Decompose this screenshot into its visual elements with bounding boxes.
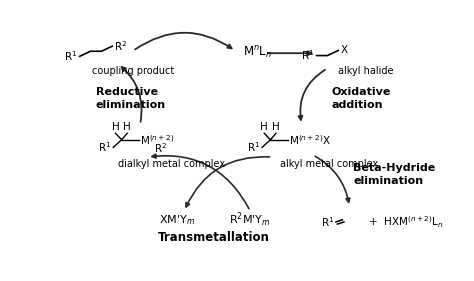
Text: X: X (340, 45, 347, 55)
Text: Beta-Hydride
elimination: Beta-Hydride elimination (353, 163, 436, 185)
Text: R$^1$: R$^1$ (321, 215, 335, 229)
Text: alkyl halide: alkyl halide (338, 65, 394, 76)
Text: XM'Y$_m$: XM'Y$_m$ (159, 213, 195, 227)
Text: Reductive
elimination: Reductive elimination (96, 87, 166, 110)
Text: H: H (260, 122, 268, 132)
Text: +  HXM$^{(n+2)}$L$_n$: + HXM$^{(n+2)}$L$_n$ (368, 214, 443, 230)
Text: M$^{(n+2)}$: M$^{(n+2)}$ (140, 133, 174, 147)
Text: H: H (272, 122, 280, 132)
Text: R$^2$: R$^2$ (114, 39, 128, 53)
Text: Transmetallation: Transmetallation (157, 231, 270, 244)
Text: Oxidative
addition: Oxidative addition (331, 87, 391, 110)
Text: dialkyl metal complex: dialkyl metal complex (118, 158, 225, 169)
Text: R$^1$: R$^1$ (301, 49, 315, 62)
Text: R$^2$M'Y$_m$: R$^2$M'Y$_m$ (229, 210, 271, 229)
Text: R$^2$: R$^2$ (155, 142, 167, 155)
Text: R$^1$: R$^1$ (98, 140, 111, 154)
Text: M$^{(n+2)}$X: M$^{(n+2)}$X (289, 133, 331, 147)
Text: H: H (111, 122, 119, 132)
Text: M$^n$L$_n$: M$^n$L$_n$ (243, 45, 272, 61)
Text: R$^1$: R$^1$ (64, 49, 78, 63)
Text: R$^1$: R$^1$ (247, 140, 260, 154)
Text: coupling product: coupling product (92, 65, 174, 76)
Text: alkyl metal complex: alkyl metal complex (280, 158, 378, 169)
Text: H: H (123, 122, 131, 132)
